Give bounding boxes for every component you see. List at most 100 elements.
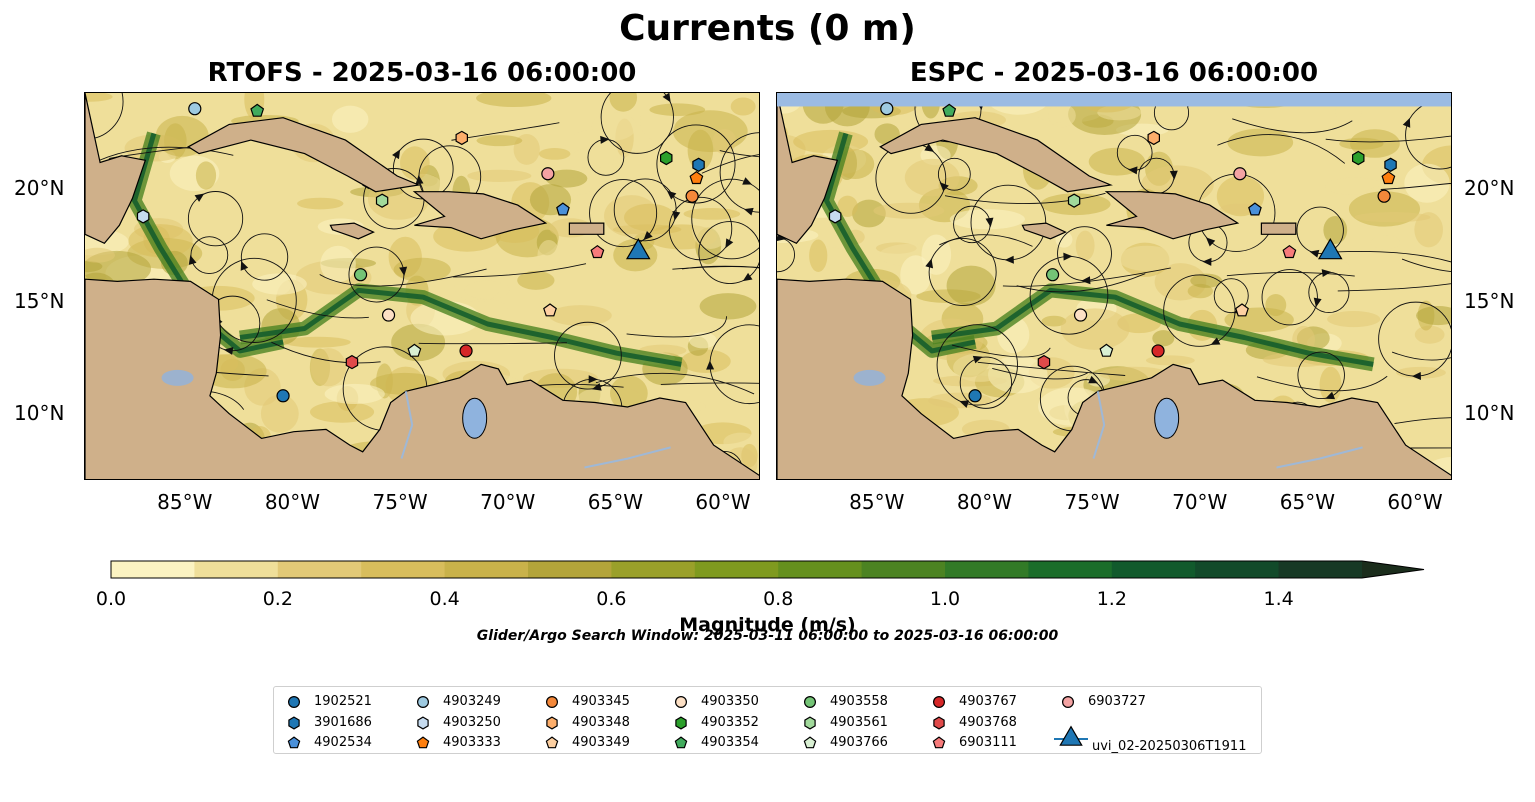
- streamline-arrow: [706, 360, 715, 370]
- marker-4903766: [1099, 343, 1114, 357]
- streamline: [266, 299, 369, 319]
- legend-label: 6903727: [1088, 694, 1146, 709]
- legend-marker: [288, 695, 301, 709]
- current-jet-core: [239, 287, 682, 367]
- speed-blob: [1325, 177, 1384, 195]
- marker-4903354: [942, 103, 957, 117]
- legend-marker: [933, 695, 946, 709]
- colorbar-tick-label: 0.0: [95, 588, 127, 610]
- colorbar-segment: [528, 561, 612, 578]
- streamline: [1391, 351, 1451, 361]
- streamline-arrow: [1325, 391, 1336, 400]
- streamline-eddy: [959, 356, 1013, 409]
- speed-blob: [953, 353, 1007, 382]
- streamline-eddy: [613, 178, 677, 242]
- streamline-arrow: [588, 375, 598, 384]
- streamline-arrow: [643, 231, 653, 241]
- speed-blob: [692, 210, 729, 249]
- land-mass: [329, 222, 375, 240]
- streamline-arrow: [1128, 166, 1138, 175]
- marker-1902521: [276, 389, 290, 403]
- speed-blob: [852, 199, 886, 228]
- legend-marker-4903250: [417, 715, 429, 730]
- streamline-arrow: [725, 238, 734, 249]
- legend-marker: [933, 715, 945, 730]
- streamline: [1217, 134, 1346, 164]
- legend-marker: [416, 736, 430, 749]
- streamline: [626, 316, 728, 338]
- streamline-arrow: [1063, 252, 1073, 261]
- speed-blob: [1041, 315, 1067, 327]
- legend-marker: [803, 736, 817, 749]
- legend-label: 4903352: [701, 714, 759, 730]
- legend-marker-1902521: [288, 695, 301, 709]
- streamline: [719, 150, 759, 158]
- streamline-arrow: [672, 210, 681, 221]
- legend-marker: [1062, 695, 1075, 709]
- streamline-eddy: [600, 93, 674, 154]
- speed-blob: [1370, 235, 1400, 250]
- speed-blob: [1325, 261, 1351, 273]
- colorbar-segment: [861, 561, 946, 578]
- map-svg-0: [85, 93, 759, 479]
- marker-4903354: [250, 103, 265, 117]
- legend-label: 4902534: [314, 735, 372, 750]
- speed-blob: [985, 183, 1033, 204]
- map-panel-rtofs: [84, 92, 760, 480]
- streamline: [977, 361, 1126, 376]
- speed-blob: [712, 128, 737, 155]
- marker-4903250: [136, 209, 150, 224]
- colorbar-segment: [1278, 561, 1363, 578]
- legend-label: 4903348: [572, 714, 630, 730]
- marker-1902521: [968, 389, 982, 403]
- speed-blob: [517, 270, 555, 290]
- colorbar: [110, 560, 1425, 579]
- speed-blob: [928, 392, 992, 409]
- legend-label: 4903767: [959, 694, 1017, 709]
- y-tick-label-right: 20°N: [1464, 176, 1515, 201]
- search-window-text: Glider/Argo Search Window: 2025-03-11 06…: [476, 628, 1059, 644]
- speed-blob: [1075, 230, 1095, 261]
- marker-4903348: [455, 130, 468, 146]
- streamline-arrow: [415, 174, 424, 185]
- speed-blob: [537, 239, 560, 272]
- x-tick-label: 65°W: [1279, 490, 1335, 514]
- speed-blob: [837, 195, 858, 217]
- streamline: [992, 368, 1088, 380]
- speed-blob: [564, 129, 618, 169]
- streamline-arrow: [240, 260, 249, 271]
- legend-marker-4903352: [675, 715, 687, 730]
- streamline-arrow: [743, 207, 754, 216]
- streamline-arrow: [939, 182, 949, 192]
- marker-4903767: [1151, 344, 1165, 358]
- land-mass: [568, 222, 605, 235]
- y-tick-label-left: 20°N: [14, 176, 65, 201]
- speed-blob: [612, 151, 674, 179]
- y-tick-label-right: 10°N: [1464, 400, 1515, 425]
- speed-blob: [1047, 103, 1076, 128]
- legend-marker-4903354: [674, 736, 688, 749]
- speed-blob: [1414, 325, 1445, 344]
- speed-blob: [549, 305, 612, 326]
- marker-4902534: [556, 202, 570, 216]
- lake-nicaragua: [161, 369, 194, 386]
- streamline-arrow: [666, 190, 677, 200]
- streamline-arrow: [742, 177, 753, 185]
- figure-title: Currents (0 m): [619, 8, 916, 49]
- legend-marker: [546, 715, 558, 730]
- streamline-eddy: [190, 236, 229, 274]
- speed-blob: [1404, 163, 1450, 203]
- x-tick-label: 80°W: [956, 490, 1013, 514]
- legend-label: 4903250: [443, 714, 501, 730]
- speed-blob: [252, 273, 307, 295]
- speed-blob: [393, 257, 451, 282]
- speed-blob: [297, 197, 344, 210]
- speed-blob: [331, 105, 369, 133]
- colorbar-segment: [694, 561, 779, 578]
- marker-4903333: [1381, 170, 1396, 185]
- speed-blob: [1190, 273, 1223, 288]
- legend-marker: [546, 695, 559, 709]
- speed-blob: [1349, 129, 1400, 158]
- streamline-arrow: [1411, 371, 1421, 380]
- legend-marker-3901686: [288, 715, 300, 730]
